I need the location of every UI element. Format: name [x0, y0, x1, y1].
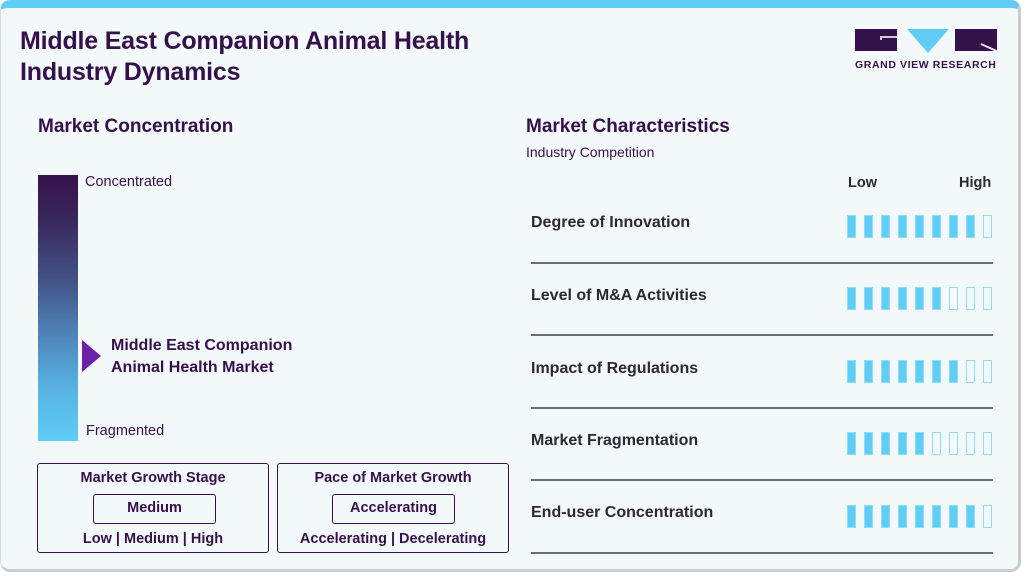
- growth-pace-value: Accelerating: [332, 494, 455, 524]
- market-position-label: Middle East Companion Animal Health Mark…: [111, 335, 292, 379]
- row-divider: [531, 262, 993, 264]
- concentrated-label: Concentrated: [85, 174, 173, 190]
- rating-segment-filled-icon: [864, 360, 873, 383]
- rating-segment-filled-icon: [898, 505, 907, 528]
- row-divider: [531, 334, 993, 336]
- rating-segment-filled-icon: [881, 287, 890, 310]
- pace-of-growth-box: Pace of Market Growth Accelerating Accel…: [277, 463, 509, 553]
- characteristic-label: Market Fragmentation: [531, 432, 699, 449]
- rating-segment-filled-icon: [898, 432, 907, 455]
- growth-stage-value: Medium: [93, 494, 216, 524]
- characteristic-rating-meter: [847, 287, 992, 310]
- characteristic-label: End-user Concentration: [531, 504, 714, 521]
- rating-segment-empty-icon: [932, 432, 941, 455]
- rating-segment-filled-icon: [932, 287, 941, 310]
- grand-view-research-logo: GRAND VIEW RESEARCH: [855, 29, 998, 71]
- rating-segment-empty-icon: [983, 360, 992, 383]
- title-line-1: Middle East Companion Animal Health: [20, 27, 470, 55]
- rating-segment-empty-icon: [949, 432, 958, 455]
- rating-segment-filled-icon: [847, 215, 856, 238]
- rating-segment-filled-icon: [949, 360, 958, 383]
- market-characteristics-heading: Market Characteristics: [526, 116, 730, 137]
- characteristic-label: Degree of Innovation: [531, 214, 691, 231]
- scale-high-label: High: [959, 175, 992, 191]
- concentration-gradient-bar: [38, 175, 78, 441]
- characteristic-rating-meter: [847, 505, 992, 528]
- rating-segment-filled-icon: [915, 360, 924, 383]
- fragmented-label: Fragmented: [86, 423, 165, 439]
- rating-segment-filled-icon: [966, 215, 975, 238]
- rating-segment-filled-icon: [915, 505, 924, 528]
- rating-segment-filled-icon: [847, 360, 856, 383]
- characteristic-rating-meter: [847, 360, 992, 383]
- logo-v-triangle-icon: [907, 29, 949, 53]
- growth-stage-options: Low | Medium | High: [82, 531, 224, 547]
- page-title: Middle East Companion Animal Health Indu…: [20, 26, 469, 88]
- rating-segment-filled-icon: [881, 360, 890, 383]
- rating-segment-filled-icon: [864, 505, 873, 528]
- rating-segment-filled-icon: [966, 505, 975, 528]
- rating-segment-empty-icon: [983, 432, 992, 455]
- title-line-2: Industry Dynamics: [20, 58, 241, 86]
- rating-segment-filled-icon: [881, 505, 890, 528]
- rating-segment-filled-icon: [847, 505, 856, 528]
- rating-segment-filled-icon: [881, 215, 890, 238]
- market-name-line-2: Animal Health Market: [111, 359, 274, 376]
- rating-segment-filled-icon: [864, 287, 873, 310]
- rating-segment-filled-icon: [932, 505, 941, 528]
- rating-segment-empty-icon: [983, 215, 992, 238]
- rating-segment-filled-icon: [915, 215, 924, 238]
- rating-segment-filled-icon: [915, 432, 924, 455]
- rating-segment-filled-icon: [932, 360, 941, 383]
- row-divider: [531, 407, 993, 409]
- characteristic-rating-meter: [847, 215, 992, 238]
- growth-pace-heading: Pace of Market Growth: [314, 470, 472, 486]
- rating-segment-filled-icon: [898, 360, 907, 383]
- characteristic-label: Impact of Regulations: [531, 360, 699, 377]
- rating-segment-filled-icon: [915, 287, 924, 310]
- market-position-pointer-icon: [82, 340, 101, 372]
- rating-segment-empty-icon: [949, 287, 958, 310]
- growth-stage-heading: Market Growth Stage: [80, 470, 226, 486]
- market-growth-stage-box: Market Growth Stage Medium Low | Medium …: [37, 463, 269, 553]
- row-divider: [531, 552, 993, 554]
- characteristic-label: Level of M&A Activities: [531, 287, 707, 304]
- market-concentration-heading: Market Concentration: [38, 116, 234, 137]
- rating-segment-empty-icon: [983, 505, 992, 528]
- rating-segment-filled-icon: [949, 215, 958, 238]
- market-name-line-1: Middle East Companion: [111, 337, 293, 354]
- rating-segment-filled-icon: [949, 505, 958, 528]
- rating-segment-empty-icon: [966, 360, 975, 383]
- rating-segment-filled-icon: [847, 287, 856, 310]
- rating-segment-empty-icon: [966, 287, 975, 310]
- industry-competition-subheading: Industry Competition: [526, 144, 655, 160]
- rating-segment-filled-icon: [932, 215, 941, 238]
- scale-low-label: Low: [848, 175, 877, 191]
- rating-segment-filled-icon: [881, 432, 890, 455]
- logo-g-line: [880, 36, 897, 38]
- rating-segment-filled-icon: [898, 215, 907, 238]
- logo-g-block-icon: [855, 29, 897, 51]
- characteristic-rating-meter: [847, 432, 992, 455]
- logo-text: GRAND VIEW RESEARCH: [855, 59, 997, 71]
- rating-segment-filled-icon: [847, 432, 856, 455]
- rating-segment-empty-icon: [966, 432, 975, 455]
- logo-g-stub: [880, 36, 882, 40]
- rating-segment-filled-icon: [898, 287, 907, 310]
- rating-segment-empty-icon: [983, 287, 992, 310]
- growth-pace-options: Accelerating | Decelerating: [299, 531, 487, 547]
- rating-segment-filled-icon: [864, 432, 873, 455]
- rating-segment-filled-icon: [864, 215, 873, 238]
- row-divider: [531, 479, 993, 481]
